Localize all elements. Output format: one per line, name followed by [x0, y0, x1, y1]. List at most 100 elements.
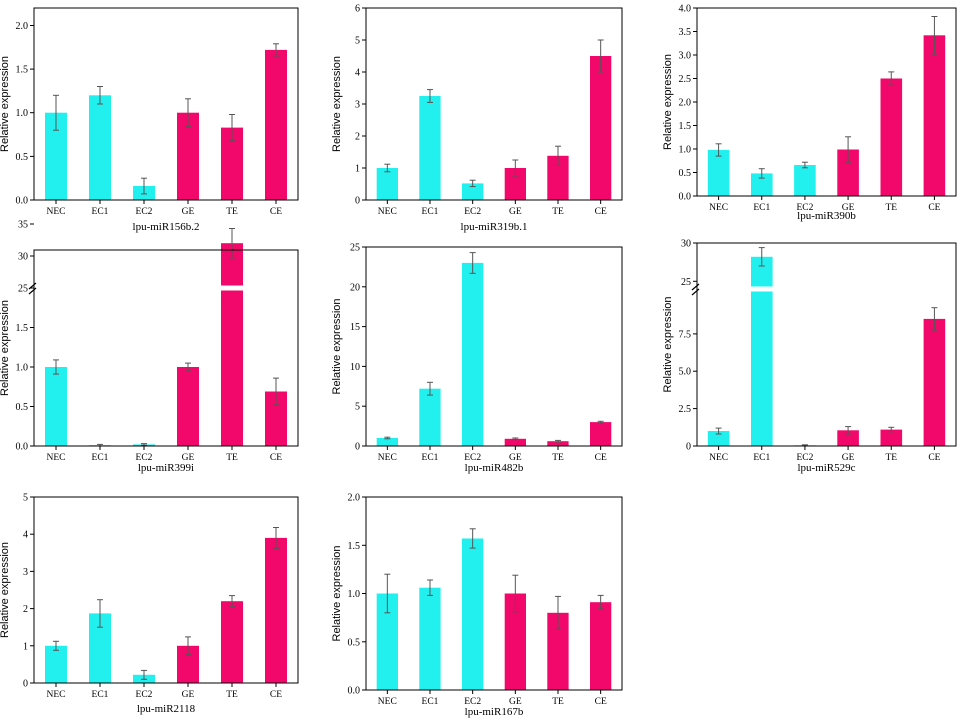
error-bar-ec2	[801, 161, 808, 169]
bar-nec	[45, 645, 67, 683]
x-tick-label: GE	[509, 207, 522, 217]
y-tick-label: 4.0	[679, 4, 692, 15]
bar-ec1	[751, 173, 773, 196]
x-tick-label: EC2	[136, 690, 153, 700]
chart-title: lpu-miR399i	[138, 462, 194, 474]
chart-panel-3: 0.0 0.5 1.0 1.5 2.0 2.5 3.0 3.5 4.0 NEC EC1 EC2 GE TE…	[662, 4, 957, 222]
plot-frame	[365, 246, 623, 447]
y-axis-label: Relative expression	[662, 297, 674, 393]
error-bar-ce	[597, 39, 604, 73]
y-tick-label: 2	[355, 132, 360, 143]
error-bar-ge	[185, 98, 191, 128]
y-tick-label: 3.0	[679, 51, 692, 62]
x-tick-label: EC2	[464, 207, 481, 217]
x-tick-label: NEC	[709, 453, 728, 463]
error-bar-te	[888, 71, 895, 86]
error-bar-nec	[384, 163, 391, 173]
y-tick-label: 10	[350, 362, 360, 373]
error-bar-nec	[715, 143, 722, 157]
error-bar-ec2	[141, 177, 147, 195]
bar-ge	[177, 112, 199, 200]
x-tick-label: NEC	[47, 690, 66, 700]
x-tick-label: CE	[270, 690, 282, 700]
x-tick-label: TE	[226, 453, 238, 463]
error-bar-ec2	[141, 443, 147, 446]
error-bar-nec	[53, 94, 59, 131]
y-tick-label: 0.5	[348, 637, 361, 648]
x-tick-label: EC1	[92, 207, 109, 217]
y-tick-label: 0.0	[16, 196, 29, 207]
x-tick-label: CE	[270, 453, 282, 463]
y-tick-label: 5	[355, 402, 360, 413]
error-bar-nec	[715, 427, 722, 435]
y-tick-label: 2.0	[679, 98, 692, 109]
y-tick-label: 1.5	[679, 121, 692, 132]
bar-te	[880, 78, 903, 196]
bar-te	[547, 612, 569, 690]
y-tick-label: 30	[681, 239, 691, 250]
y-tick-label: 0.5	[16, 152, 29, 163]
y-tick-label: 1.0	[348, 589, 361, 600]
bar-ec2	[462, 183, 484, 200]
y-tick-label: 1.0	[16, 108, 29, 119]
error-bar-te	[888, 426, 895, 433]
bar-ce	[590, 56, 612, 200]
y-tick-label: 1	[355, 164, 360, 175]
bar-te	[547, 441, 569, 446]
error-bar-te	[555, 145, 561, 166]
y-tick-label: 6	[355, 4, 360, 15]
y-tick-label: 1.5	[348, 541, 361, 552]
error-bar-ec1	[427, 89, 433, 103]
x-tick-label: EC1	[92, 453, 109, 463]
x-tick-label: GE	[842, 453, 855, 463]
chart-title: lpu-miR2118	[137, 703, 196, 715]
error-bar-ce	[597, 420, 604, 424]
error-bar-ec2	[469, 252, 476, 274]
y-axis-label: Relative expression	[0, 300, 11, 396]
error-bar-ec2	[469, 179, 476, 188]
error-bar-ge	[512, 159, 519, 177]
error-bar-ec1	[427, 579, 433, 596]
plot-frame	[365, 7, 623, 201]
y-tick-label: 3	[355, 100, 360, 111]
y-tick-label: 0.0	[679, 192, 692, 203]
y-axis-label: Relative expression	[331, 56, 343, 152]
bar-ce	[265, 49, 287, 201]
error-bar-te	[555, 595, 561, 630]
y-tick-label: 0.0	[348, 686, 361, 697]
error-bar-ce	[273, 43, 279, 57]
error-bar-nec	[384, 573, 391, 614]
bar-te	[221, 127, 243, 200]
y-tick-label: 20	[350, 282, 360, 293]
error-bar-ec1	[97, 599, 103, 628]
bar-ec1	[419, 388, 441, 446]
bar-ec1	[89, 613, 111, 683]
x-tick-label: NEC	[47, 207, 66, 217]
bar-ec1	[89, 95, 111, 200]
x-tick-label: EC2	[136, 207, 153, 217]
x-tick-label: CE	[928, 203, 940, 213]
y-tick-label: 2.0	[348, 493, 361, 504]
x-tick-label: NEC	[378, 453, 397, 463]
error-bar-te	[229, 595, 235, 608]
error-bar-ec1	[758, 168, 765, 179]
y-tick-label: 1	[23, 641, 28, 652]
plot-frame	[33, 496, 299, 684]
x-tick-label: TE	[226, 207, 238, 217]
bar-te	[221, 243, 243, 446]
error-bar-nec	[53, 640, 59, 651]
x-tick-label: GE	[842, 203, 855, 213]
chart-title: lpu-miR529c	[797, 462, 855, 474]
error-bar-ge	[185, 636, 191, 656]
x-tick-label: CE	[270, 207, 282, 217]
x-tick-label: EC2	[464, 697, 481, 707]
x-tick-label: GE	[182, 453, 195, 463]
bar-ce	[265, 537, 287, 683]
y-tick-label: 1.5	[16, 65, 29, 76]
error-bar-ec1	[758, 247, 765, 267]
bar-nec	[376, 168, 398, 200]
bar-nec	[707, 149, 730, 196]
y-tick-label: 1.0	[679, 145, 692, 156]
bar-ce	[265, 391, 287, 446]
